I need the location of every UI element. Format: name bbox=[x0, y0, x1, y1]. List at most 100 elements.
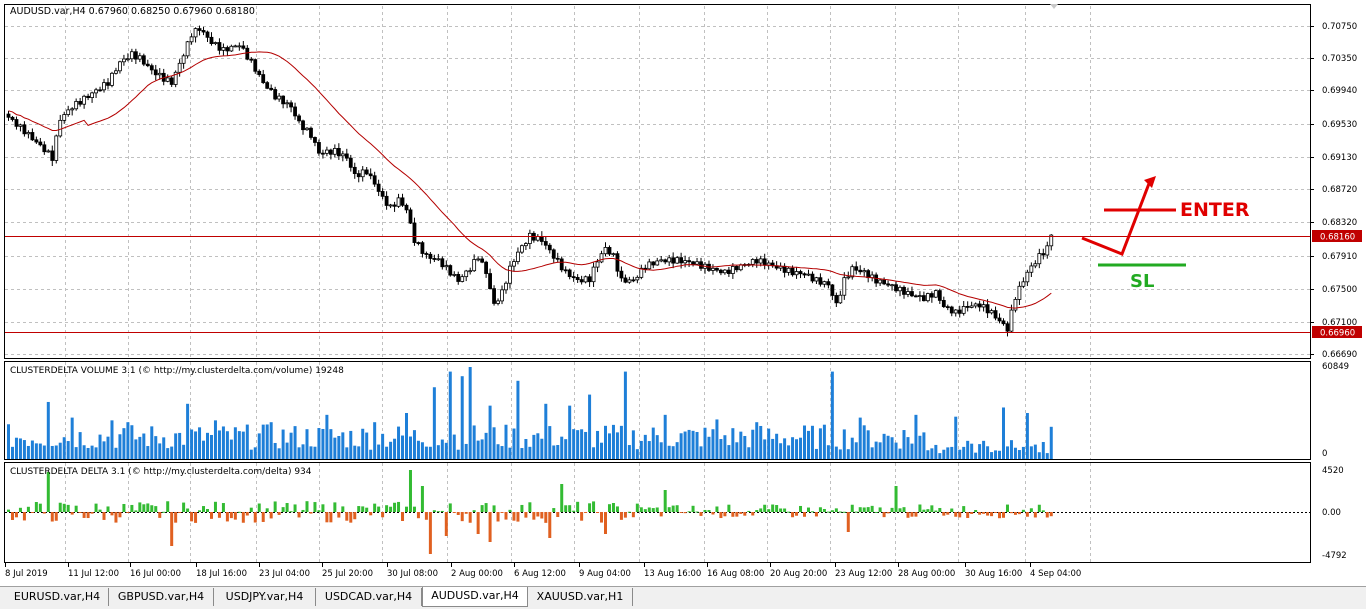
volume-bar bbox=[902, 430, 906, 459]
candle bbox=[651, 261, 656, 269]
volume-bar bbox=[822, 424, 826, 459]
candle bbox=[114, 67, 118, 75]
delta-bar bbox=[866, 507, 870, 512]
candle bbox=[985, 299, 990, 318]
delta-bar bbox=[703, 509, 707, 512]
candle bbox=[110, 71, 114, 88]
candle bbox=[683, 255, 687, 268]
volume-bar bbox=[90, 445, 94, 459]
volume-scale-label: 0 bbox=[1322, 449, 1327, 459]
delta-bar bbox=[412, 506, 416, 512]
delta-bar bbox=[341, 506, 345, 512]
delta-bar bbox=[560, 484, 564, 512]
chart-shift-marker-icon[interactable] bbox=[1050, 4, 1058, 9]
candle bbox=[1033, 260, 1038, 269]
candle bbox=[173, 70, 178, 88]
candle bbox=[217, 38, 222, 55]
delta-bar bbox=[504, 512, 508, 520]
candle bbox=[14, 116, 19, 130]
delta-bar bbox=[576, 501, 580, 512]
candle bbox=[328, 148, 333, 160]
delta-bar bbox=[846, 512, 850, 532]
volume-bar bbox=[361, 428, 365, 459]
delta-bar bbox=[74, 505, 78, 512]
candle bbox=[141, 53, 146, 67]
delta-bar bbox=[842, 511, 846, 513]
horizontal-levels[interactable]: 0.68160 0.66960 bbox=[5, 230, 1362, 339]
chart-tab-gbpusd-var-h4[interactable]: GBPUSD.var,H4 bbox=[109, 588, 214, 606]
delta-bar bbox=[365, 507, 369, 512]
candle bbox=[1013, 297, 1018, 313]
delta-bar bbox=[767, 509, 771, 512]
chart-canvas[interactable]: 0.68160 0.66960 ENTER SL 0.70750 0.70350 0.6… bbox=[0, 0, 1366, 586]
delta-bar bbox=[663, 490, 667, 512]
volume-bar bbox=[241, 431, 245, 459]
delta-bar bbox=[154, 506, 158, 512]
delta-bar bbox=[381, 512, 385, 518]
volume-bar bbox=[663, 414, 667, 459]
moving-average-line bbox=[8, 51, 1052, 309]
volume-bar bbox=[588, 394, 592, 459]
chart-tab-audusd-var-h4[interactable]: AUDUSD.var,H4 bbox=[422, 587, 528, 607]
delta-bar bbox=[397, 501, 401, 512]
candle bbox=[6, 110, 11, 121]
candle bbox=[1021, 277, 1026, 289]
delta-bar bbox=[727, 504, 731, 512]
delta-bar bbox=[10, 512, 14, 520]
candle bbox=[830, 284, 835, 301]
candle bbox=[368, 168, 373, 180]
candle bbox=[440, 256, 445, 270]
candle bbox=[1005, 321, 1010, 337]
candle bbox=[555, 252, 560, 263]
volume-bar bbox=[998, 450, 1002, 459]
chart-tab-xauusd-var-h1[interactable]: XAUUSD.var,H1 bbox=[528, 588, 633, 606]
delta-bar bbox=[54, 512, 58, 521]
delta-bar bbox=[723, 512, 727, 517]
delta-bar bbox=[1049, 512, 1053, 517]
chart-tab-usdjpy-var-h4[interactable]: USDJPY.var,H4 bbox=[214, 588, 316, 606]
volume-bar bbox=[484, 432, 488, 459]
chart-tab-usdcad-var-h4[interactable]: USDCAD.var,H4 bbox=[316, 588, 422, 606]
candle bbox=[965, 301, 970, 312]
volume-bar bbox=[305, 429, 309, 459]
candle bbox=[734, 265, 739, 273]
candle bbox=[925, 292, 930, 303]
volume-bar bbox=[285, 442, 289, 459]
delta-bar bbox=[524, 512, 528, 518]
candle bbox=[106, 78, 110, 90]
delta-bar bbox=[902, 507, 906, 512]
delta-bar bbox=[249, 507, 253, 512]
delta-bar bbox=[659, 512, 663, 517]
volume-bar bbox=[269, 422, 273, 459]
delta-bar bbox=[261, 512, 265, 522]
candle bbox=[918, 291, 922, 302]
delta-bar bbox=[82, 512, 86, 518]
volume-bar bbox=[26, 445, 30, 459]
volume-bar bbox=[1025, 413, 1029, 459]
main-chart-panel[interactable] bbox=[4, 4, 1311, 359]
delta-bar bbox=[38, 503, 42, 512]
candle bbox=[1037, 248, 1042, 269]
volume-bar bbox=[122, 428, 126, 459]
volume-bar bbox=[524, 439, 528, 459]
delta-bar bbox=[1002, 512, 1005, 518]
candle bbox=[78, 97, 83, 107]
delta-bar bbox=[408, 470, 412, 512]
candle bbox=[611, 252, 616, 257]
delta-bar bbox=[838, 511, 842, 513]
chart-tab-eurusd-var-h4[interactable]: EURUSD.var,H4 bbox=[6, 588, 109, 606]
volume-bar bbox=[958, 449, 962, 459]
volume-bar bbox=[313, 446, 317, 459]
volume-bar bbox=[126, 422, 130, 459]
volume-bar bbox=[906, 437, 910, 459]
delta-bar bbox=[695, 511, 699, 513]
delta-bar bbox=[118, 512, 122, 518]
candle bbox=[225, 45, 230, 56]
volume-bar bbox=[249, 449, 253, 459]
delta-bar bbox=[862, 507, 866, 512]
delta-bar bbox=[898, 508, 902, 512]
delta-bar bbox=[1009, 512, 1013, 514]
delta-bar bbox=[424, 512, 428, 520]
candle bbox=[352, 162, 357, 179]
delta-bar bbox=[114, 512, 118, 523]
